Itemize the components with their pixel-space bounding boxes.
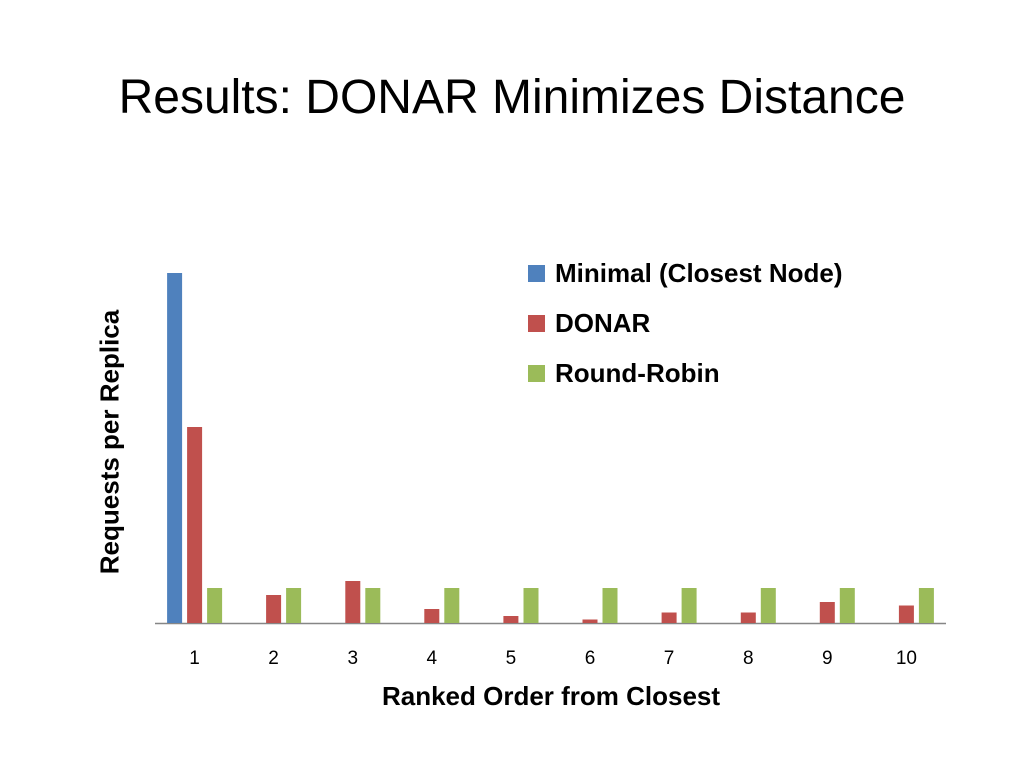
x-tick-label-10: 10 (896, 648, 917, 669)
bar-donar-8 (740, 612, 756, 623)
bar-donar-2 (266, 595, 282, 623)
bar-donar-4 (424, 609, 440, 623)
legend-swatch-donar (528, 314, 545, 332)
bar-round-robin-1 (207, 588, 223, 623)
x-tick-label-1: 1 (189, 648, 200, 669)
x-axis-title: Ranked Order from Closest (381, 681, 721, 711)
bar-round-robin-9 (839, 588, 855, 623)
bar-donar-7 (661, 612, 677, 623)
legend-label-minimal: Minimal (Closest Node) (555, 257, 843, 288)
bar-round-robin-6 (602, 588, 618, 623)
bars-group (167, 273, 934, 623)
x-tick-labels: 1 2 3 4 5 6 7 8 9 10 (189, 648, 917, 669)
bar-donar-1 (187, 427, 203, 623)
legend-label-round-robin: Round-Robin (555, 357, 720, 388)
bar-round-robin-5 (523, 588, 539, 623)
legend-label-donar: DONAR (555, 307, 651, 338)
legend-swatch-round-robin (528, 364, 545, 382)
bar-round-robin-8 (760, 588, 776, 623)
bar-donar-5 (503, 616, 519, 623)
bar-donar-6 (582, 619, 598, 623)
chart-legend: Minimal (Closest Node) DONAR Round-Robin (528, 248, 842, 398)
legend-item-minimal: Minimal (Closest Node) (528, 248, 842, 298)
bar-round-robin-7 (681, 588, 697, 623)
legend-item-round-robin: Round-Robin (528, 348, 842, 398)
x-tick-label-9: 9 (822, 648, 833, 669)
x-tick-label-7: 7 (664, 648, 675, 669)
x-tick-label-3: 3 (348, 648, 359, 669)
legend-item-donar: DONAR (528, 298, 842, 348)
bar-donar-10 (898, 605, 914, 623)
bar-minimal-closest-node-1 (167, 273, 183, 623)
bar-donar-3 (345, 581, 361, 623)
bar-round-robin-10 (918, 588, 934, 623)
bar-round-robin-4 (444, 588, 460, 623)
slide-title: Results: DONAR Minimizes Distance (118, 71, 906, 124)
y-axis-title: Requests per Replica (94, 309, 125, 575)
x-tick-label-2: 2 (268, 648, 279, 669)
bar-round-robin-2 (286, 588, 302, 623)
legend-swatch-minimal (528, 264, 545, 282)
bar-donar-9 (819, 602, 835, 623)
x-tick-label-6: 6 (585, 648, 596, 669)
x-tick-label-5: 5 (506, 648, 517, 669)
bar-round-robin-3 (365, 588, 381, 623)
x-tick-label-8: 8 (743, 648, 754, 669)
x-tick-label-4: 4 (427, 648, 438, 669)
